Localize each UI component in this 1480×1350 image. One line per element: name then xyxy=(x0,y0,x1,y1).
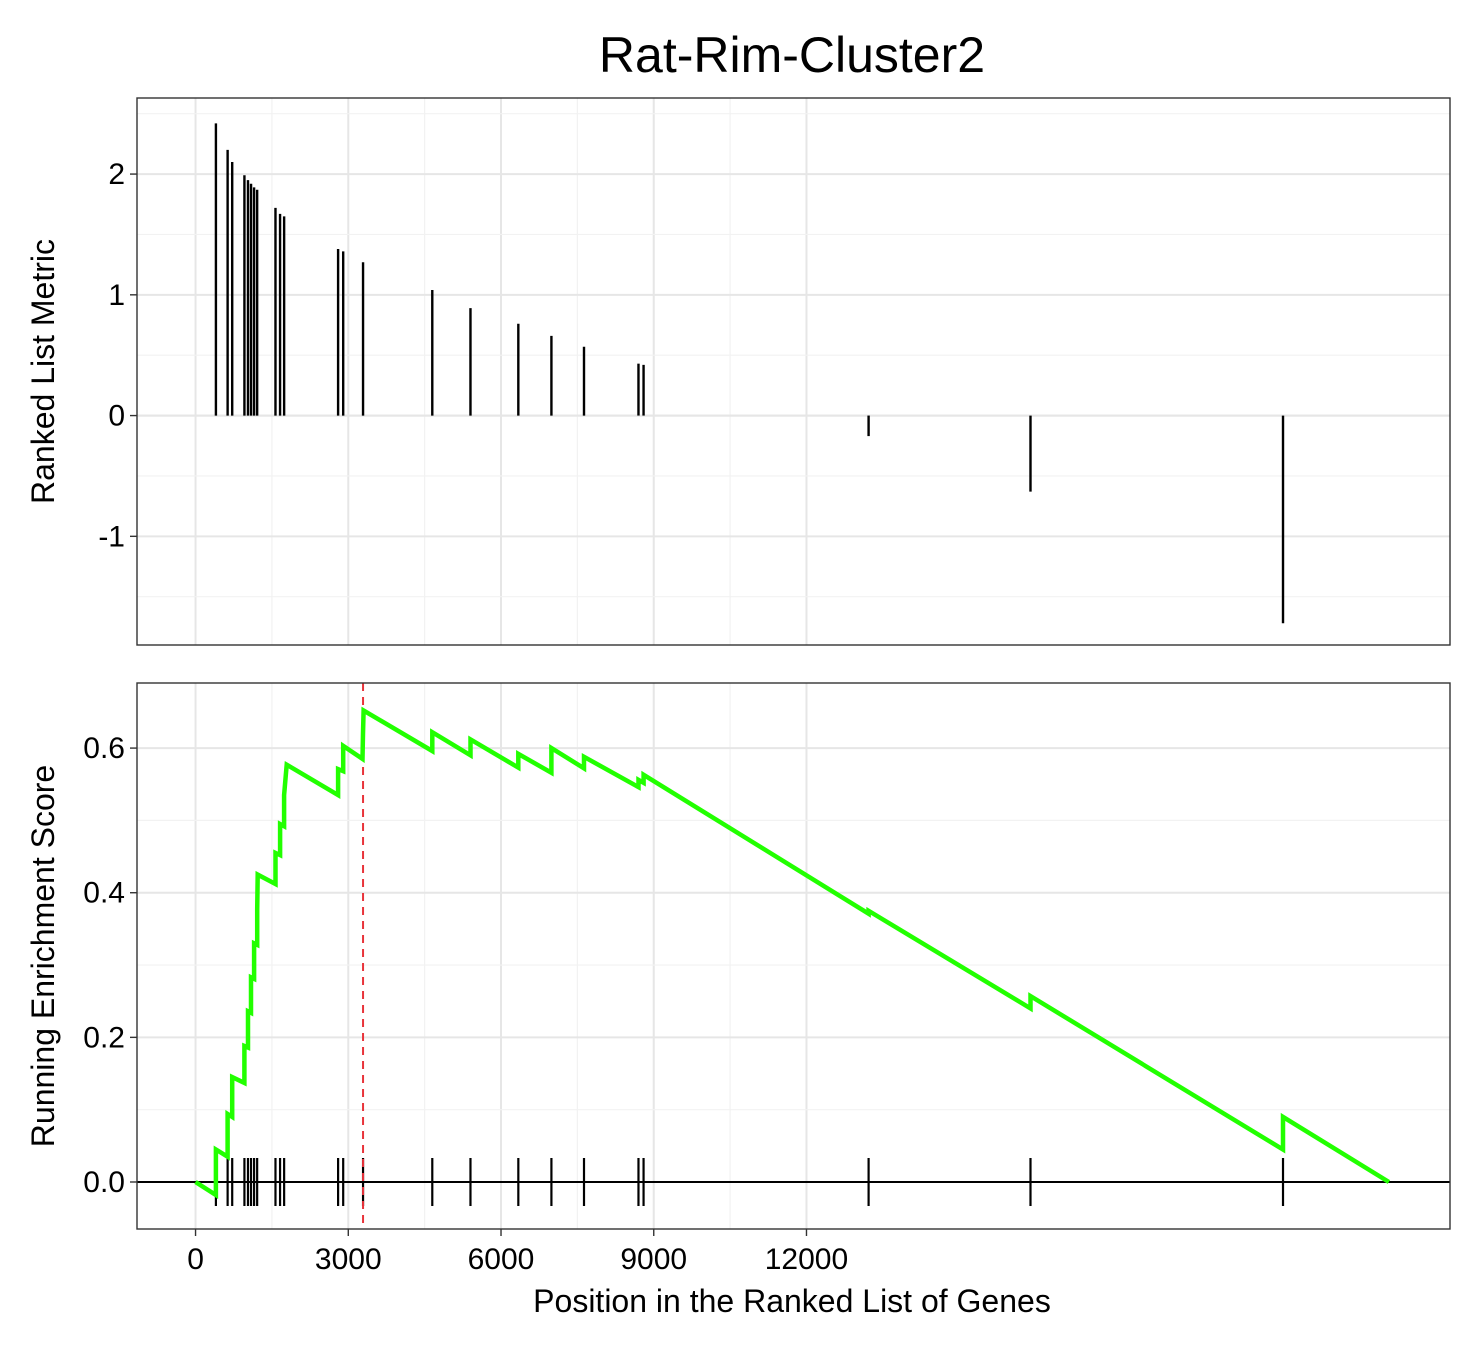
chart-title: Rat-Rim-Cluster2 xyxy=(599,27,985,83)
running-enrichment-y-axis-title: Running Enrichment Score xyxy=(25,765,61,1147)
x-tick-label: 12000 xyxy=(765,1243,848,1276)
x-tick-label: 0 xyxy=(187,1243,204,1276)
x-tick-label: 9000 xyxy=(620,1243,687,1276)
running-enrichment-panel: 0.0 0.2 0.4 0.6 0 3000 6000 9000 12000 Running … xyxy=(25,682,1451,1276)
ranked-metric-grid xyxy=(137,98,1450,645)
y-tick-label: 0.2 xyxy=(83,1021,125,1054)
ranked-metric-y-ticks: -1 0 1 2 xyxy=(98,158,137,553)
x-axis-title: Position in the Ranked List of Genes xyxy=(533,1283,1051,1319)
ranked-metric-panel: -1 0 1 2 Ranked List Metric xyxy=(25,97,1451,646)
y-tick-label: 0.4 xyxy=(83,877,125,910)
y-tick-label: 0 xyxy=(108,400,125,433)
y-tick-label: -1 xyxy=(98,520,125,553)
x-axis-ticks: 0 3000 6000 9000 12000 xyxy=(187,1229,848,1276)
ranked-metric-y-axis-title: Ranked List Metric xyxy=(25,239,61,504)
y-tick-label: 2 xyxy=(108,158,125,191)
ranked-metric-bars xyxy=(214,123,1285,624)
running-enrichment-panel-border xyxy=(136,682,1451,1230)
y-tick-label: 1 xyxy=(108,279,125,312)
y-tick-label: 0.6 xyxy=(83,732,125,765)
y-tick-label: 0.0 xyxy=(83,1166,125,1199)
x-tick-label: 6000 xyxy=(468,1243,535,1276)
x-tick-label: 3000 xyxy=(315,1243,382,1276)
ranked-metric-panel-border xyxy=(136,97,1451,646)
running-enrichment-grid xyxy=(137,683,1450,1229)
running-enrichment-score-line xyxy=(194,706,1391,1200)
running-enrichment-y-ticks: 0.0 0.2 0.4 0.6 xyxy=(83,732,137,1199)
